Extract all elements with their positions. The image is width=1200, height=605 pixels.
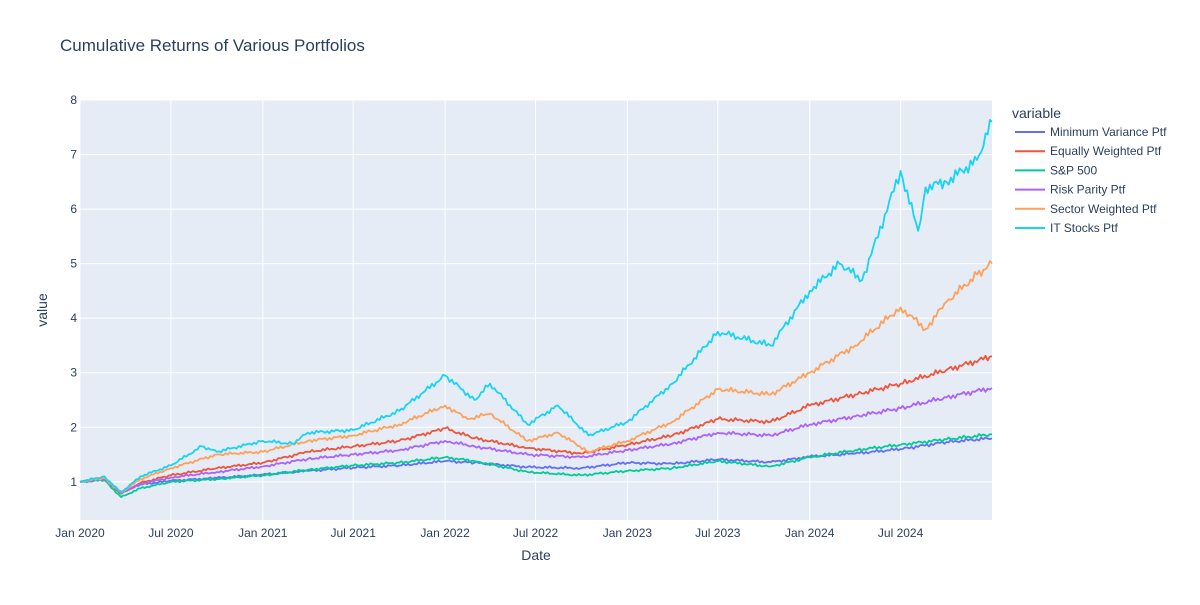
- legend-label: Minimum Variance Ptf: [1050, 125, 1167, 139]
- legend-item[interactable]: S&P 500: [1015, 163, 1097, 177]
- legend-item[interactable]: Minimum Variance Ptf: [1015, 125, 1167, 139]
- x-tick-label: Jan 2024: [785, 526, 835, 540]
- x-tick-label: Jul 2023: [695, 526, 741, 540]
- x-tick-label: Jul 2024: [878, 526, 924, 540]
- legend-label: Risk Parity Ptf: [1050, 183, 1126, 197]
- legend-label: IT Stocks Ptf: [1050, 221, 1118, 235]
- y-axis-label: value: [34, 293, 50, 327]
- y-tick-label: 5: [70, 257, 77, 271]
- x-tick-label: Jan 2021: [238, 526, 288, 540]
- series-line: [79, 354, 993, 495]
- legend-title: variable: [1012, 105, 1061, 121]
- y-tick-label: 1: [70, 475, 77, 489]
- series-line: [79, 260, 993, 494]
- x-tick-label: Jan 2020: [55, 526, 105, 540]
- y-tick-label: 6: [70, 202, 77, 216]
- legend-item[interactable]: Risk Parity Ptf: [1015, 183, 1126, 197]
- legend-label: Sector Weighted Ptf: [1050, 202, 1157, 216]
- legend-label: S&P 500: [1050, 163, 1097, 177]
- y-tick-label: 8: [70, 93, 77, 107]
- series-line: [79, 119, 993, 494]
- chart-title: Cumulative Returns of Various Portfolios: [60, 36, 365, 55]
- y-tick-label: 2: [70, 420, 77, 434]
- legend-item[interactable]: Sector Weighted Ptf: [1015, 202, 1157, 216]
- series-line: [79, 433, 993, 498]
- y-tick-label: 3: [70, 366, 77, 380]
- legend-item[interactable]: IT Stocks Ptf: [1015, 221, 1118, 235]
- gridlines: [79, 99, 992, 520]
- legend: variable Minimum Variance Ptf Equally Wei…: [1012, 105, 1167, 235]
- y-axis-ticks: 1 2 3 4 5 6 7 8: [70, 93, 77, 489]
- x-tick-label: Jul 2021: [331, 526, 377, 540]
- series-line: [79, 387, 993, 494]
- x-tick-label: Jan 2022: [420, 526, 470, 540]
- legend-label: Equally Weighted Ptf: [1050, 144, 1162, 158]
- y-tick-label: 7: [70, 148, 77, 162]
- x-axis-ticks: Jan 2020 Jul 2020 Jan 2021 Jul 2021 Jan 2022…: [55, 526, 923, 540]
- x-tick-label: Jan 2023: [603, 526, 653, 540]
- x-axis-label: Date: [521, 547, 551, 563]
- x-tick-label: Jul 2020: [148, 526, 194, 540]
- x-tick-label: Jul 2022: [513, 526, 559, 540]
- y-tick-label: 4: [70, 311, 77, 325]
- legend-item[interactable]: Equally Weighted Ptf: [1015, 144, 1162, 158]
- series-lines: [79, 119, 993, 498]
